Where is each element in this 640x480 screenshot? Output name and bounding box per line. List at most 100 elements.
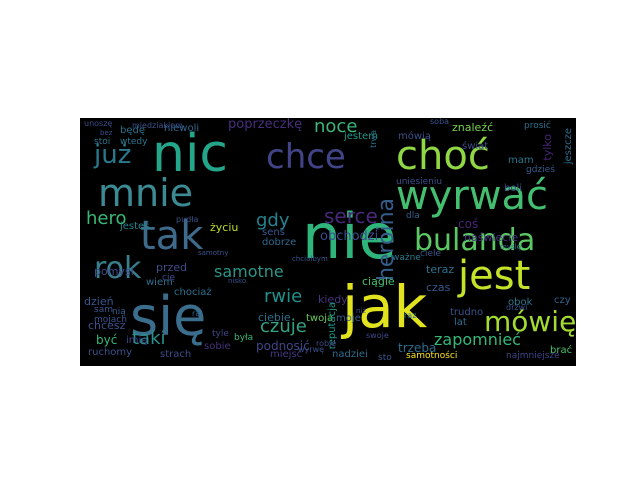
cloud-word: życiu [210, 221, 239, 234]
cloud-word: tyle [212, 329, 229, 339]
cloud-word: nią [112, 307, 126, 317]
cloud-word: obchodzi [320, 229, 379, 244]
cloud-word: nadziei [332, 349, 368, 360]
cloud-word: hero [86, 208, 127, 229]
cloud-word: naświecie [464, 231, 519, 244]
cloud-word: zapomnieć [434, 330, 521, 349]
cloud-word: bez [100, 129, 113, 137]
cloud-word: wtedy [120, 137, 148, 147]
cloud-word: mojach [94, 315, 127, 325]
cloud-word: lat [454, 317, 467, 328]
cloud-word: już [94, 140, 132, 170]
cloud-word: drzwi [506, 303, 528, 312]
cloud-word: coś [458, 217, 479, 231]
cloud-word: jeszcze [563, 128, 574, 165]
cloud-word: unoszę [84, 119, 113, 128]
cloud-word: serce [324, 204, 378, 228]
cloud-word: kiedy [318, 293, 348, 306]
cloud-word: czy [554, 295, 571, 306]
cloud-word: wiem [146, 277, 173, 288]
cloud-word: niewoli [164, 123, 200, 134]
cloud-word: rwie [264, 286, 303, 307]
cloud-word: trwa [369, 130, 378, 148]
cloud-word: ciebie [258, 311, 291, 324]
cloud-word: tak [140, 213, 204, 259]
cloud-word: stoi [94, 137, 111, 147]
cloud-word: chce [266, 137, 346, 177]
cloud-word: ciele [420, 249, 442, 259]
cloud-word: choć [396, 133, 490, 179]
cloud-word: strach [160, 349, 192, 360]
cloud-word: czuje [260, 316, 307, 337]
cloud-word: bulanda [414, 223, 536, 258]
cloud-word: trudno [450, 307, 484, 318]
cloud-word: wyrwę [298, 345, 325, 354]
cloud-word: świat [462, 141, 489, 152]
cloud-word: ruchomy [88, 347, 133, 358]
cloud-word: teraz [426, 263, 455, 276]
cloud-word: soba [430, 118, 450, 126]
cloud-word: sens [262, 227, 285, 238]
cloud-word: twoja [306, 313, 334, 324]
cloud-word: mam [508, 155, 534, 166]
cloud-word: być [96, 333, 118, 347]
cloud-word: pomysł [94, 265, 134, 278]
cloud-word: mówią [398, 131, 431, 142]
cloud-word: się [130, 285, 207, 348]
cloud-word: jesteś [120, 221, 150, 232]
cloud-word: tylko [541, 134, 554, 161]
cloud-word: poprzeczkę [228, 118, 303, 132]
cloud-word: mnie [98, 171, 194, 215]
word-cloud: nie jak się nic choć wyrwać jest tak mnie chce bul… [80, 118, 576, 366]
cloud-word: gdy [256, 210, 290, 231]
cloud-word: moje [336, 313, 361, 324]
cloud-word: nic [152, 124, 228, 184]
cloud-word: samotne [214, 262, 284, 281]
cloud-word: pudła [176, 215, 199, 224]
cloud-word: ważne [392, 253, 421, 263]
cloud-word: nie [302, 200, 397, 273]
cloud-word: uniesieniu [396, 177, 443, 187]
cloud-word: sto [378, 353, 392, 363]
cloud-word: obok [508, 297, 533, 308]
cloud-word: chociaż [174, 287, 212, 298]
cloud-word: prosić [524, 121, 551, 131]
cloud-word: wyrwać [396, 173, 549, 219]
cloud-word: swoje [366, 331, 389, 340]
cloud-word: znaleźć [452, 121, 494, 134]
cloud-word: brać [550, 345, 573, 356]
cloud-word: będę [120, 125, 145, 136]
cloud-word: taki [132, 328, 166, 349]
cloud-word: miejsc [270, 349, 303, 360]
cloud-word: myślę [500, 243, 521, 251]
cloud-word: dla [406, 211, 420, 221]
cloud-word: mówię [484, 305, 576, 338]
cloud-word: sobie [204, 341, 231, 352]
cloud-word: najmniejsze [506, 351, 560, 361]
cloud-word: jestem [344, 131, 378, 142]
cloud-word: sam [94, 305, 113, 315]
cloud-word: niż [356, 307, 367, 315]
cloud-word: dzień [84, 295, 114, 308]
cloud-word: dobrze [262, 237, 297, 248]
cloud-word: boli [504, 183, 523, 194]
cloud-word: samotny [198, 249, 229, 257]
cloud-word: raj [192, 309, 203, 318]
cloud-word: chciałbym [292, 255, 328, 263]
cloud-word: nisko [228, 277, 247, 285]
cloud-word: robię [316, 339, 337, 348]
cloud-word: czas [426, 281, 451, 294]
cloud-word: chcesz [88, 319, 126, 332]
cloud-word: noce [314, 118, 358, 137]
cloud-word: rok [94, 251, 142, 286]
cloud-word: była [234, 333, 254, 343]
cloud-word: trzeba [398, 341, 437, 355]
cloud-word: imię [126, 335, 148, 346]
cloud-word: jak [342, 273, 428, 341]
cloud-word: miedziakiem [132, 121, 183, 130]
cloud-word: heroina [374, 198, 399, 282]
cloud-word: gdzieś [526, 165, 555, 175]
cloud-word: podnosić [256, 339, 310, 353]
cloud-word: samotności [406, 351, 458, 361]
cloud-word: cię [162, 273, 175, 283]
